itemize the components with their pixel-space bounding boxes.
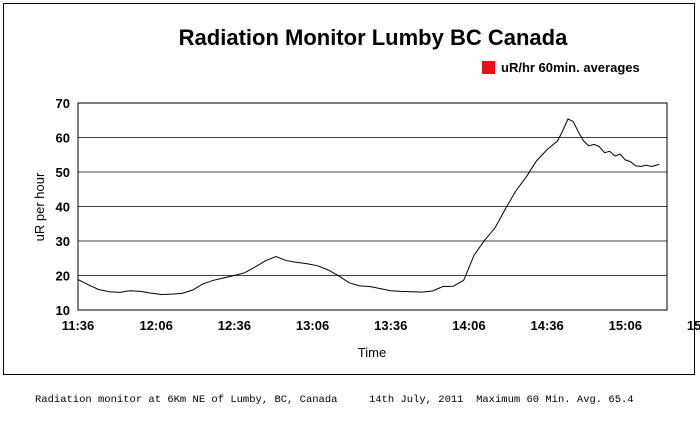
y-tick-label: 50	[56, 165, 70, 180]
x-tick-labels: 11:36 12:06 12:36 13:06 13:36 14:06 14:36 15:06…	[62, 318, 700, 333]
series-line	[77, 118, 660, 296]
x-tick-label: 14:36	[530, 318, 563, 333]
legend-label: uR/hr 60min. averages	[501, 60, 640, 75]
gridlines	[78, 137, 667, 276]
x-tick-label: 15:36	[687, 318, 700, 333]
legend-swatch	[482, 61, 495, 74]
x-tick-label: 15:06	[609, 318, 642, 333]
y-tick-label: 20	[56, 269, 70, 284]
x-tick-label: 12:06	[140, 318, 173, 333]
x-axis-label: Time	[358, 345, 386, 360]
x-tick-label: 14:06	[452, 318, 485, 333]
x-tick-label: 13:06	[296, 318, 329, 333]
x-tick-label: 13:36	[374, 318, 407, 333]
x-tick-label: 11:36	[62, 318, 95, 333]
y-tick-label: 10	[56, 303, 70, 318]
series-layer	[77, 118, 660, 296]
y-tick-label: 30	[56, 234, 70, 249]
y-tick-label: 70	[56, 96, 70, 111]
chart-title: Radiation Monitor Lumby BC Canada	[179, 25, 568, 50]
y-tick-label: 60	[56, 131, 70, 146]
radiation-line-chart: Radiation Monitor Lumby BC Canada uR/hr …	[32, 25, 700, 360]
footer-caption: Radiation monitor at 6Km NE of Lumby, BC…	[35, 394, 634, 406]
y-tick-labels: 10 20 30 40 50 60 70	[56, 96, 70, 318]
y-axis-label: uR per hour	[32, 172, 47, 241]
x-tick-label: 12:36	[218, 318, 251, 333]
y-tick-label: 40	[56, 200, 70, 215]
